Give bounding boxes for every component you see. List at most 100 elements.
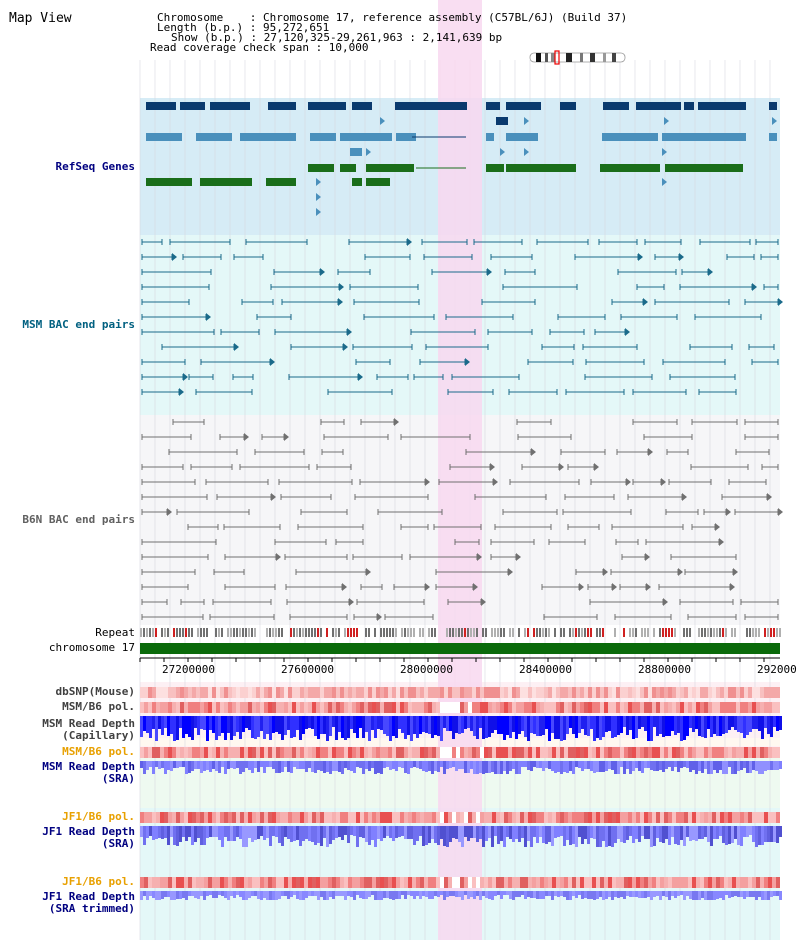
depth-bar[interactable] [377,891,380,900]
depth-bar[interactable] [440,826,443,839]
gene-arrow[interactable] [506,102,512,110]
repeat-element[interactable] [755,628,757,637]
depth-bar[interactable] [689,891,692,899]
depth-bar[interactable] [440,716,443,741]
chromosome-bar[interactable] [139,643,780,662]
repeat-element[interactable] [473,628,475,637]
depth-bar[interactable] [509,826,512,839]
depth-bar[interactable] [140,891,143,900]
heat-cell[interactable] [604,877,608,888]
depth-bar[interactable] [512,891,515,900]
depth-bar[interactable] [644,716,647,731]
depth-bar[interactable] [167,716,170,736]
heat-cell[interactable] [168,702,172,713]
depth-bar[interactable] [710,891,713,900]
heat-cell[interactable] [140,702,144,713]
heat-cell[interactable] [640,747,644,758]
depth-bar[interactable] [614,716,617,737]
depth-bar[interactable] [365,891,368,899]
repeat-element[interactable] [140,628,142,637]
depth-bar[interactable] [293,716,296,737]
heat-cell[interactable] [492,747,496,758]
depth-bar[interactable] [560,716,563,741]
heat-cell[interactable] [448,747,452,758]
heat-cell[interactable] [732,702,736,713]
heat-cell[interactable] [480,877,484,888]
depth-bar[interactable] [344,891,347,900]
heat-cell[interactable] [360,877,364,888]
heat-cell[interactable] [648,687,652,698]
heat-cell[interactable] [624,877,628,888]
repeat-element[interactable] [647,628,649,637]
heat-cell[interactable] [596,702,600,713]
heat-cell[interactable] [568,687,572,698]
heat-cell[interactable] [548,877,552,888]
bac-arrow[interactable] [678,568,683,576]
heat-cell[interactable] [572,812,576,823]
heat-cell[interactable] [484,877,488,888]
gene-arrow[interactable] [196,133,202,141]
depth-bar[interactable] [536,716,539,736]
gene-arrow[interactable] [560,102,566,110]
depth-bar[interactable] [326,761,329,772]
depth-bar[interactable] [533,891,536,898]
heat-cell[interactable] [660,812,664,823]
heat-cell[interactable] [516,687,520,698]
heat-cell[interactable] [428,687,432,698]
depth-bar[interactable] [761,761,764,774]
heat-cell[interactable] [724,877,728,888]
gene-small-arrow[interactable] [664,117,669,125]
gene-arrow[interactable] [340,164,346,172]
heat-cell[interactable] [668,747,672,758]
gene-small-arrow[interactable] [662,178,667,186]
depth-bar[interactable] [776,761,779,770]
heat-cell[interactable] [220,747,224,758]
depth-bar[interactable] [512,826,515,842]
heat-cell[interactable] [292,877,296,888]
depth-bar[interactable] [713,826,716,839]
depth-bar[interactable] [701,716,704,737]
depth-bar[interactable] [692,826,695,840]
bac-arrow[interactable] [473,583,478,591]
depth-bar[interactable] [491,826,494,847]
depth-bar[interactable] [716,826,719,839]
depth-bar[interactable] [566,716,569,734]
heat-cell[interactable] [248,877,252,888]
depth-bar[interactable] [683,761,686,767]
heat-cell[interactable] [340,702,344,713]
heat-cell[interactable] [428,747,432,758]
heat-cell[interactable] [328,747,332,758]
depth-bar[interactable] [209,891,212,895]
depth-bar[interactable] [356,891,359,895]
heat-cell[interactable] [708,702,712,713]
heat-cell[interactable] [708,687,712,698]
depth-bar[interactable] [548,716,551,741]
heat-cell[interactable] [572,747,576,758]
heat-cell[interactable] [240,812,244,823]
repeat-element[interactable] [434,628,436,637]
depth-bar[interactable] [548,891,551,896]
depth-bar[interactable] [398,716,401,729]
heat-cell[interactable] [704,687,708,698]
depth-bar[interactable] [524,716,527,737]
repeat-element[interactable] [230,628,232,637]
depth-bar[interactable] [485,891,488,898]
heat-cell[interactable] [472,812,476,823]
depth-bar[interactable] [599,761,602,772]
heat-cell[interactable] [532,877,536,888]
gene-arrow[interactable] [366,164,372,172]
depth-bar[interactable] [542,891,545,899]
depth-bar[interactable] [356,716,359,738]
depth-bar[interactable] [356,826,359,847]
repeat-element[interactable] [770,628,772,637]
heat-cell[interactable] [332,812,336,823]
heat-cell[interactable] [228,747,232,758]
heat-cell[interactable] [736,812,740,823]
gene-block[interactable] [496,117,508,125]
heat-cell[interactable] [212,687,216,698]
depth-bar[interactable] [146,716,149,733]
heat-cell[interactable] [592,877,596,888]
heat-cell[interactable] [396,877,400,888]
heat-cell[interactable] [444,687,448,698]
heat-cell[interactable] [508,877,512,888]
